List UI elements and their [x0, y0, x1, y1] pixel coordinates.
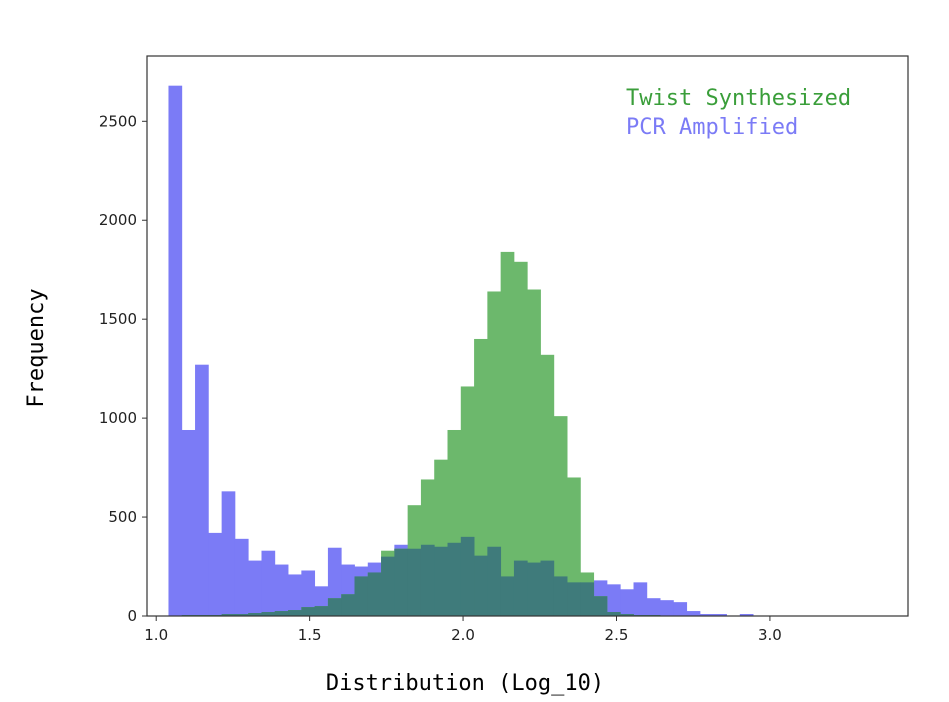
x-tick-label: 1.5	[298, 626, 322, 644]
pcr-amplified-bar	[633, 582, 648, 616]
x-axis-ticks: 1.0 1.5 2.0 2.5 3.0	[144, 616, 782, 644]
overlap-bar	[420, 544, 435, 616]
overlap-bar	[261, 612, 276, 616]
y-tick-label: 1000	[99, 409, 137, 427]
pcr-amplified-bar	[168, 85, 183, 617]
pcr-amplified-bar	[195, 364, 209, 616]
overlap-bar	[288, 610, 302, 616]
pcr-amplified-bar	[606, 584, 621, 616]
pcr-amplified-bar	[686, 611, 701, 616]
overlap-bar	[341, 594, 355, 616]
overlap-bar	[407, 548, 422, 616]
twist-synthesized-bar	[553, 416, 568, 616]
overlap-bar	[527, 562, 541, 616]
y-tick-label: 2000	[99, 211, 137, 229]
y-axis-label: Frequency	[24, 288, 49, 407]
y-tick-label: 500	[108, 508, 137, 526]
x-axis-label: Distribution (Log_10)	[326, 671, 604, 696]
x-tick-label: 2.5	[605, 626, 629, 644]
pcr-amplified-bar	[301, 570, 316, 616]
overlap-bar	[354, 576, 369, 616]
overlap-bars	[181, 536, 661, 616]
pcr-amplified-bar	[261, 550, 276, 616]
overlap-bar	[606, 612, 621, 616]
pcr-amplified-bar	[646, 598, 661, 616]
pcr-amplified-bar	[288, 574, 302, 616]
pcr-amplified-bar	[699, 614, 714, 616]
twist-synthesized-bar	[474, 338, 488, 616]
pcr-amplified-bar	[660, 600, 674, 616]
overlap-bar	[434, 546, 448, 616]
overlap-bar	[274, 611, 289, 616]
legend-entry-twist-synthesized: Twist Synthesized	[626, 86, 851, 111]
twist-synthesized-bar	[500, 251, 515, 616]
pcr-amplified-bar	[713, 614, 727, 616]
overlap-bar	[540, 560, 555, 616]
overlap-bar	[553, 576, 568, 616]
overlap-bar	[460, 536, 475, 616]
twist-synthesized-bar	[540, 354, 555, 616]
pcr-amplified-bar	[673, 602, 688, 616]
overlap-bar	[301, 607, 316, 616]
overlap-bar	[367, 572, 382, 616]
overlap-bar	[394, 548, 409, 616]
x-tick-label: 1.0	[144, 626, 168, 644]
twist-synthesized-bar	[567, 477, 581, 616]
pcr-amplified-bar	[274, 564, 289, 616]
twist-synthesized-bar	[513, 261, 528, 616]
overlap-bar	[248, 613, 262, 616]
pcr-amplified-bar	[208, 532, 223, 616]
y-tick-label: 0	[127, 607, 137, 625]
overlap-bar	[381, 556, 395, 616]
pcr-amplified-bar	[620, 589, 634, 616]
x-tick-label: 3.0	[758, 626, 782, 644]
y-tick-label: 1500	[99, 310, 137, 328]
legend-entry-pcr-amplified: PCR Amplified	[626, 115, 798, 140]
plot-frame	[146, 55, 909, 617]
overlap-bar	[580, 582, 595, 616]
legend: Twist Synthesized PCR Amplified	[626, 86, 851, 140]
overlap-bar	[593, 596, 608, 616]
overlap-bar	[474, 555, 488, 616]
y-tick-label: 2500	[99, 112, 137, 130]
pcr-amplified-bar	[181, 429, 196, 616]
y-axis-ticks: 0 500 1000 1500 2000 2500	[99, 112, 147, 625]
overlap-bar	[500, 576, 515, 616]
twist-synthesized-bar	[487, 291, 502, 616]
overlap-bar	[327, 598, 342, 616]
overlap-bar	[447, 542, 462, 616]
overlap-bar	[567, 582, 581, 616]
overlap-bar	[221, 614, 236, 616]
overlap-bar	[513, 560, 528, 616]
overlap-bar	[234, 614, 249, 616]
pcr-amplified-bar	[221, 491, 236, 616]
pcr-amplified-bar	[248, 560, 262, 616]
x-tick-label: 2.0	[451, 626, 475, 644]
pcr-amplified-bar	[739, 614, 754, 616]
overlap-bar	[314, 606, 329, 616]
twist-synthesized-bar	[527, 289, 541, 616]
overlap-bar	[620, 614, 634, 616]
overlap-bar	[487, 546, 502, 616]
pcr-amplified-bar	[234, 538, 249, 616]
